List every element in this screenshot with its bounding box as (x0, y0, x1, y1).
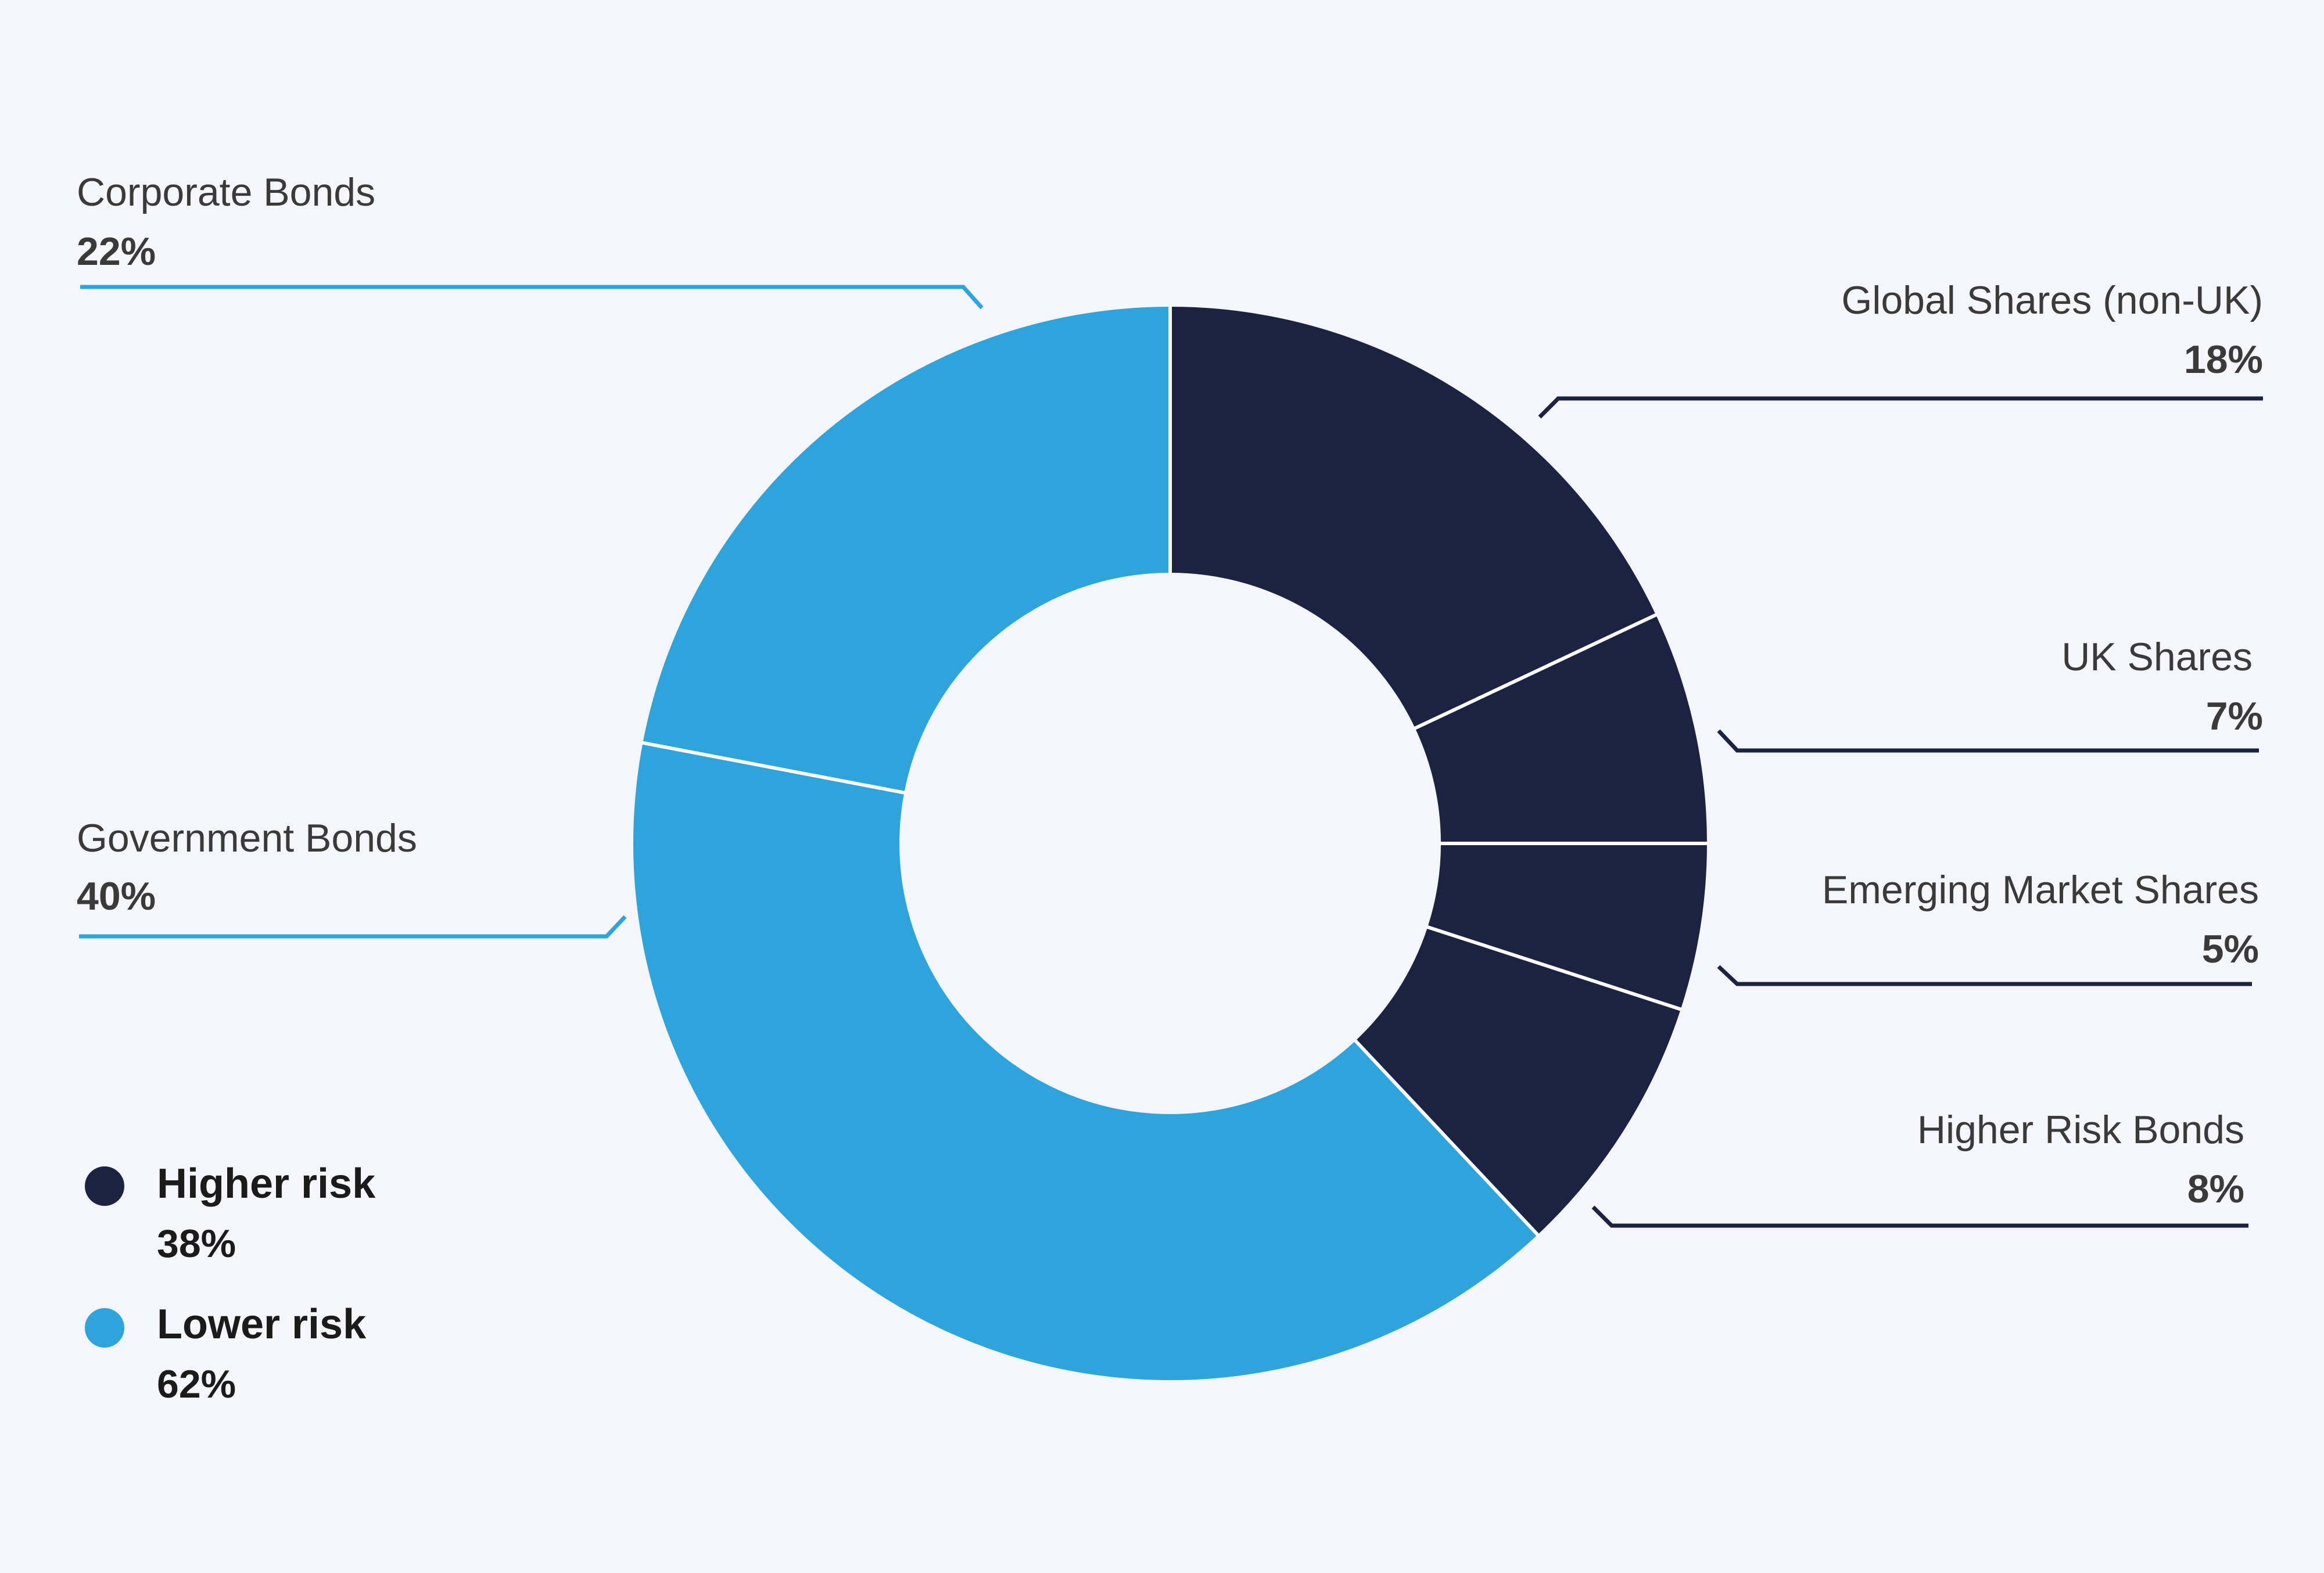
slice-divider (641, 741, 906, 795)
leader-line-global-shares-non-uk (1538, 396, 2263, 419)
slice-higher-risk-bonds (1355, 927, 1681, 1235)
slice-corporate-bonds (643, 307, 1170, 793)
slice-label-value: 22% (77, 229, 156, 274)
slice-global-shares-non-uk (1170, 307, 1656, 728)
legend: Higher risk 38% Lower risk 62% (85, 1161, 376, 1406)
slice-label-value: 5% (2202, 927, 2259, 971)
slice-label-value: 7% (2206, 694, 2263, 738)
slice-label-emerging-market-shares: Emerging Market Shares 5% (1822, 868, 2259, 971)
slice-label-uk-shares: UK Shares 7% (2061, 635, 2263, 738)
leader-line-higher-risk-bonds (1591, 1205, 2248, 1228)
slice-label-value: 8% (2187, 1167, 2244, 1211)
slice-label-name: Corporate Bonds (77, 170, 375, 214)
legend-value: 38% (157, 1222, 236, 1266)
leader-lines (79, 285, 2263, 1228)
leader-line-corporate-bonds (80, 285, 984, 310)
slice-label-name: Government Bonds (77, 816, 417, 860)
legend-item-lower-risk: Lower risk 62% (85, 1301, 367, 1406)
slice-label-name: UK Shares (2061, 635, 2253, 679)
slice-label-name: Higher Risk Bonds (1917, 1108, 2244, 1152)
slice-label-name: Global Shares (non-UK) (1841, 278, 2263, 322)
slice-label-corporate-bonds: Corporate Bonds 22% (77, 170, 375, 274)
leader-line-emerging-market-shares (1717, 965, 2252, 986)
slice-label-value: 40% (77, 874, 156, 918)
slice-government-bonds (633, 742, 1538, 1380)
legend-label: Higher risk (157, 1161, 376, 1207)
legend-item-higher-risk: Higher risk 38% (85, 1161, 376, 1266)
slice-uk-shares (1415, 615, 1707, 843)
slice-divider (1413, 613, 1658, 731)
slice-divider (1426, 925, 1683, 1012)
slice-label-government-bonds: Government Bonds 40% (77, 816, 417, 918)
legend-label: Lower risk (157, 1301, 367, 1348)
slice-emerging-market-shares (1428, 843, 1707, 1010)
leader-line-uk-shares (1717, 729, 2259, 753)
leader-line-government-bonds (79, 915, 627, 939)
legend-swatch-lower-risk (85, 1308, 124, 1348)
slice-label-global-shares: Global Shares (non-UK) 18% (1841, 278, 2263, 382)
donut-slices (633, 307, 1707, 1380)
slice-divider (1353, 1039, 1540, 1237)
slice-label-name: Emerging Market Shares (1822, 868, 2259, 912)
slice-dividers (641, 306, 1708, 1237)
legend-swatch-higher-risk (85, 1166, 124, 1206)
legend-value: 62% (157, 1362, 236, 1406)
slice-label-value: 18% (2184, 337, 2263, 382)
slice-label-higher-risk-bonds: Higher Risk Bonds 8% (1917, 1108, 2244, 1211)
